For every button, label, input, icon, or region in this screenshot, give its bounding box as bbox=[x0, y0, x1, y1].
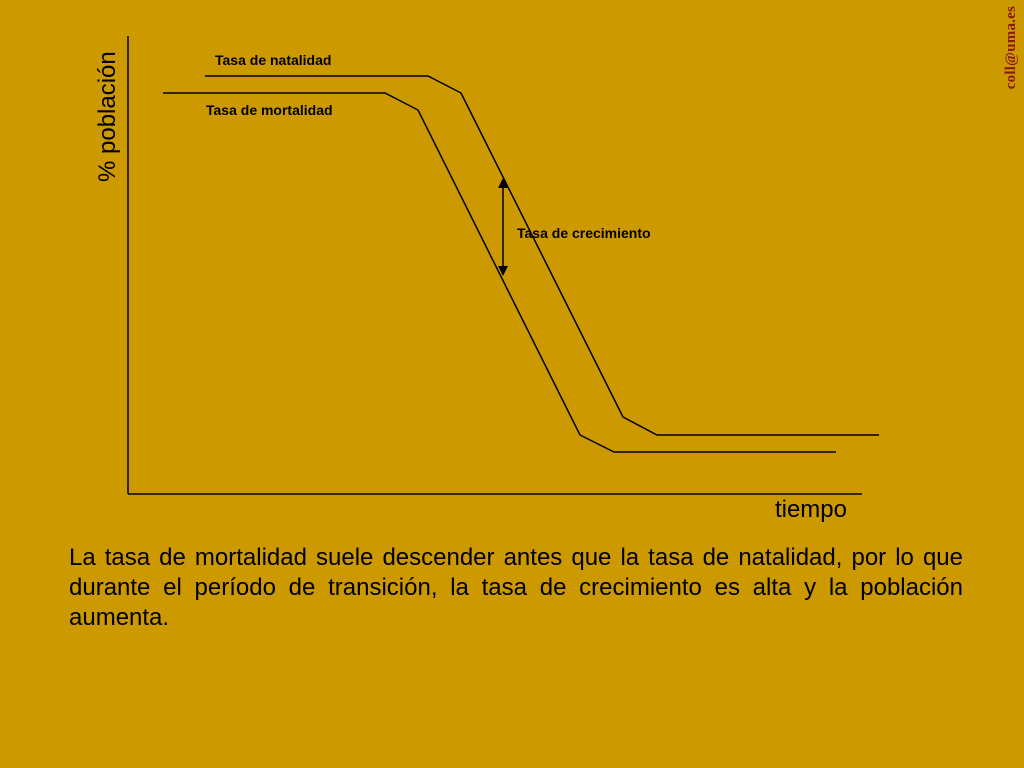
caption-text: La tasa de mortalidad suele descender an… bbox=[69, 544, 963, 631]
death-rate-line bbox=[163, 92, 836, 453]
x-axis-label: tiempo bbox=[775, 496, 847, 523]
growth-rate-label: Tasa de crecimiento bbox=[517, 225, 651, 241]
death-rate-label: Tasa de mortalidad bbox=[206, 102, 333, 118]
birth-rate-line bbox=[205, 75, 879, 436]
watermark: coll@uma.es bbox=[1003, 6, 1019, 90]
demographic-transition-diagram: Tasa de natalidad Tasa de mortalidad Tas… bbox=[94, 36, 879, 523]
y-axis-label: % población bbox=[94, 51, 121, 182]
birth-rate-label: Tasa de natalidad bbox=[215, 52, 331, 68]
